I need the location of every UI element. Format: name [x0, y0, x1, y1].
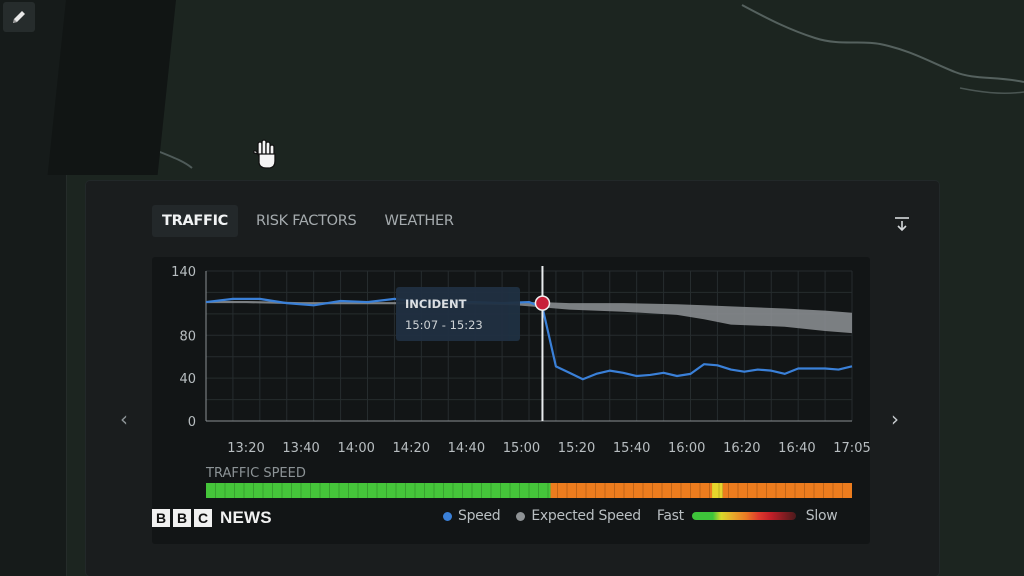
pencil-icon — [13, 11, 25, 23]
x-tick-label: 16:00 — [668, 441, 705, 456]
x-tick-label: 15:40 — [613, 441, 650, 456]
panel-tabs: TRAFFIC RISK FACTORS WEATHER — [152, 205, 464, 237]
x-tick-label: 17:05 — [833, 441, 870, 456]
legend-expected-label: Expected Speed — [531, 508, 641, 524]
traffic-speed-segment — [712, 483, 723, 498]
tab-weather[interactable]: WEATHER — [384, 213, 454, 229]
x-tick-label: 14:00 — [337, 441, 374, 456]
legend-slow-label: Slow — [805, 508, 838, 524]
y-tick-label: 0 — [188, 415, 196, 430]
expected-speed-band — [206, 301, 852, 334]
hand-cursor-icon — [253, 139, 276, 169]
x-tick-label: 16:40 — [778, 441, 815, 456]
incident-time-range: 15:07 - 15:23 — [405, 318, 483, 332]
chevron-right-icon[interactable]: › — [891, 407, 899, 431]
traffic-speed-segment — [206, 483, 551, 498]
speed-line — [205, 297, 853, 381]
legend-expected-speed: Expected Speed — [516, 508, 641, 524]
traffic-speed-segment — [550, 483, 713, 498]
bbc-news-logo: B B C NEWS — [152, 508, 272, 528]
traffic-speed-segment — [722, 483, 852, 498]
legend-speed-label: Speed — [458, 508, 501, 524]
y-tick-label: 140 — [171, 265, 196, 280]
x-tick-label: 14:40 — [448, 441, 485, 456]
y-tick-label: 80 — [179, 329, 196, 344]
chart-legend: Speed Expected Speed Fast Slow — [443, 508, 838, 524]
pen-tool-button[interactable] — [3, 2, 35, 32]
tab-traffic[interactable]: TRAFFIC — [152, 205, 239, 237]
legend-speed: Speed — [443, 508, 501, 524]
x-tick-label: 15:00 — [503, 441, 540, 456]
chevron-left-icon[interactable]: ‹ — [120, 407, 128, 431]
bbc-logo-letter: B — [173, 509, 191, 527]
x-tick-label: 15:20 — [558, 441, 595, 456]
x-tick-label: 16:20 — [723, 441, 760, 456]
x-tick-label: 13:40 — [282, 441, 319, 456]
bbc-logo-letter: C — [194, 509, 212, 527]
y-tick-label: 40 — [179, 372, 196, 387]
incident-panel: TRAFFIC RISK FACTORS WEATHER ‹ › 0 40 80 14… — [86, 181, 939, 576]
legend-fast-label: Fast — [656, 508, 684, 524]
legend-expected-swatch — [516, 511, 526, 521]
bbc-logo-news: NEWS — [220, 508, 272, 527]
x-tick-label: 13:20 — [227, 441, 264, 456]
map-shadow-region — [47, 0, 177, 175]
legend-speed-swatch — [443, 511, 452, 521]
tab-risk-factors[interactable]: RISK FACTORS — [256, 213, 357, 229]
legend-speed-scale: Fast Slow — [657, 508, 838, 524]
bbc-logo-letter: B — [152, 509, 170, 527]
download-icon[interactable] — [893, 215, 911, 233]
speed-scale-bar — [691, 512, 796, 520]
x-tick-label: 14:20 — [393, 441, 430, 456]
incident-tooltip: INCIDENT 15:07 - 15:23 — [396, 287, 520, 341]
incident-marker — [534, 295, 551, 311]
traffic-speed-label: TRAFFIC SPEED — [205, 466, 306, 481]
incident-label: INCIDENT — [405, 297, 467, 311]
